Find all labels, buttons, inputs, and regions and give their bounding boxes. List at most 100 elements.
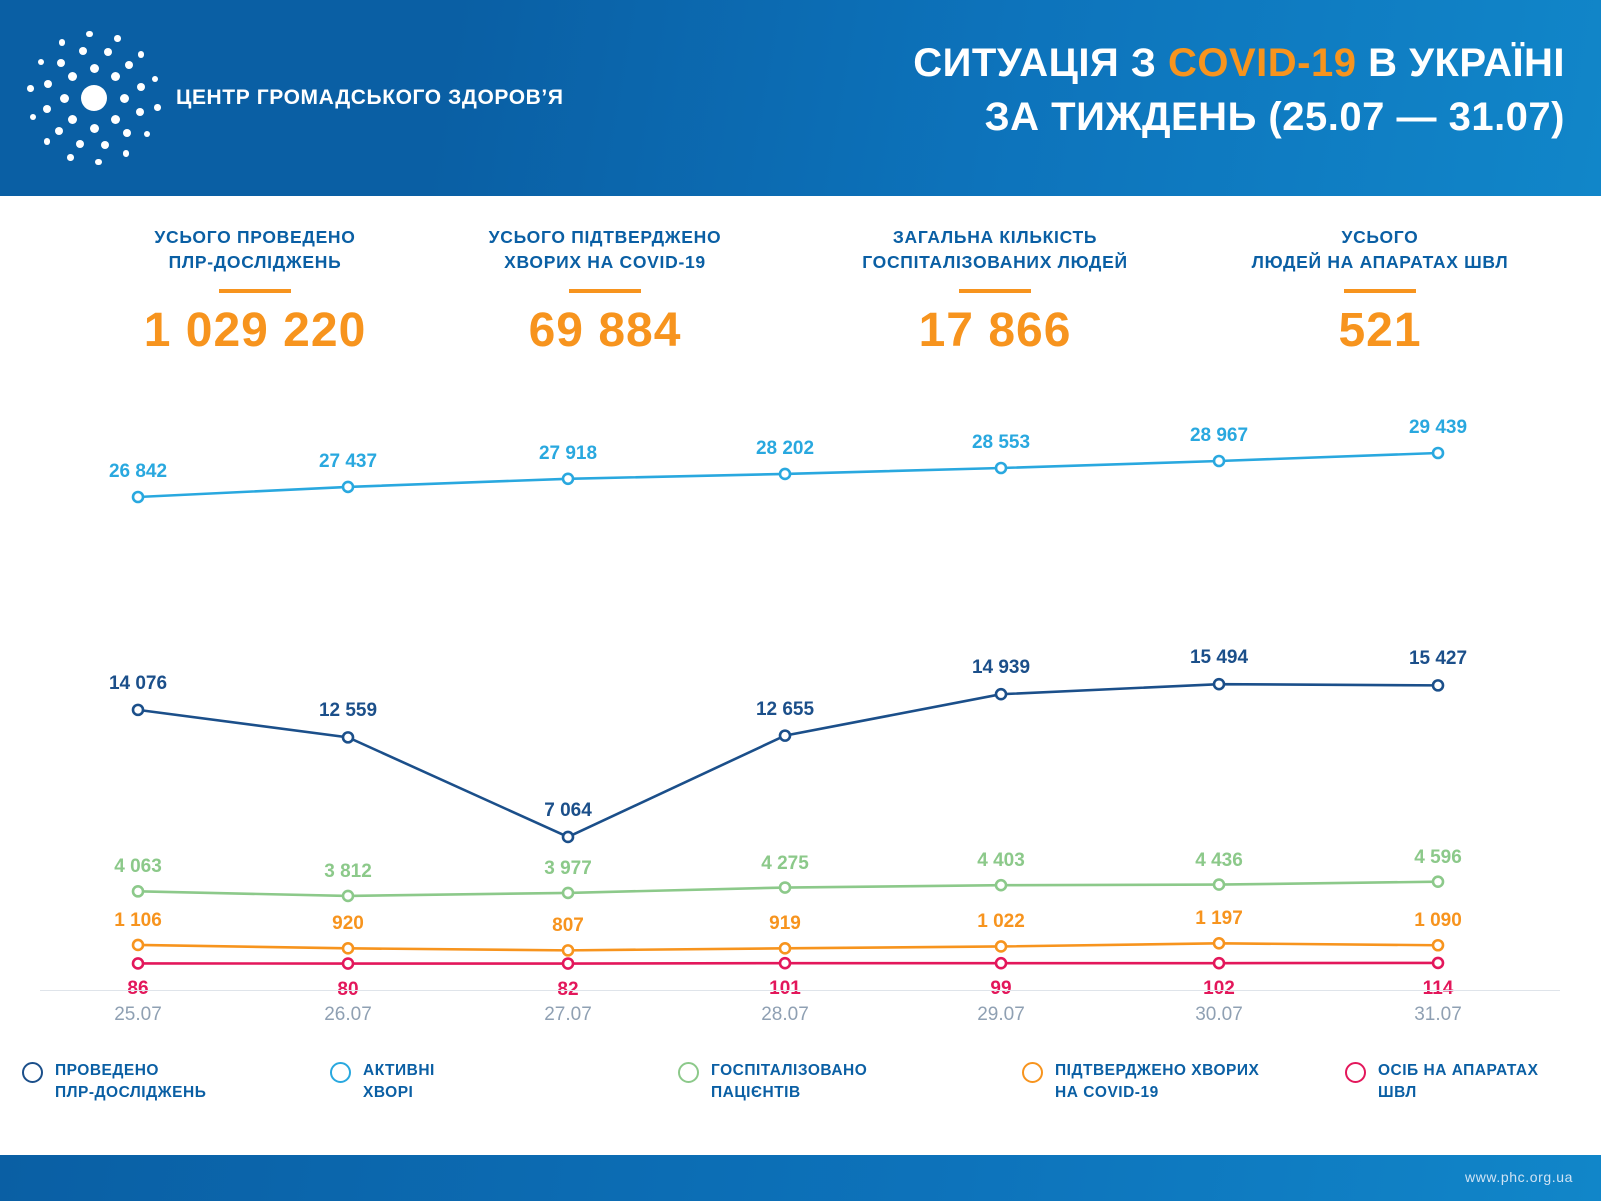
ventilator-point[interactable] (131, 957, 145, 970)
legend-item-confirmed[interactable]: ПІДТВЕРДЖЕНО ХВОРИХ НА COVID-19 (1022, 1060, 1259, 1104)
kpi-divider (1344, 289, 1416, 293)
logo-dot (122, 129, 131, 138)
x-tick-label: 26.07 (324, 1004, 372, 1025)
logo-dot (125, 61, 134, 70)
active-cases-point[interactable] (1431, 446, 1445, 460)
kpi-row: УСЬОГО ПРОВЕДЕНО ПЛР-ДОСЛІДЖЕНЬ 1 029 22… (0, 225, 1601, 405)
pcr-point[interactable] (131, 703, 145, 717)
confirmed-value-label: 920 (332, 913, 364, 935)
hospitalized-value-label: 4 403 (977, 850, 1025, 872)
logo-dot (67, 154, 74, 161)
ventilator-point[interactable] (1431, 956, 1445, 970)
hospitalized-point[interactable] (778, 881, 792, 894)
legend-item-hospitalized[interactable]: ГОСПІТАЛІЗОВАНО ПАЦІЄНТІВ (678, 1060, 867, 1104)
pcr-point[interactable] (1212, 677, 1226, 691)
hospitalized-point[interactable] (994, 878, 1008, 892)
confirmed-value-label: 919 (769, 913, 801, 935)
active-cases-point[interactable] (561, 472, 575, 486)
legend-marker-icon (22, 1062, 43, 1083)
confirmed-point[interactable] (994, 940, 1008, 953)
x-tick-label: 28.07 (761, 1004, 809, 1025)
active-cases-value-label: 28 553 (971, 432, 1031, 453)
logo-center-dot (81, 85, 107, 111)
pcr-point[interactable] (1431, 679, 1445, 692)
kpi-label: УСЬОГО ПІДТВЕРДЖЕНО ХВОРИХ НА COVID-19 (488, 227, 722, 272)
phc-logo-icon (24, 28, 164, 168)
pcr-value-label: 14 939 (971, 657, 1031, 679)
x-tick-label: 25.07 (114, 1004, 162, 1025)
logo-dot (27, 85, 34, 92)
active-cases-point[interactable] (778, 467, 792, 481)
active-cases-value-label: 29 439 (1408, 417, 1468, 438)
active-cases-point[interactable] (341, 480, 355, 494)
logo-dot (43, 104, 52, 113)
ventilator-point[interactable] (994, 956, 1008, 970)
x-axis-line (40, 990, 1560, 991)
logo-dot (58, 39, 66, 46)
pcr-point[interactable] (994, 687, 1008, 701)
pcr-point[interactable] (778, 729, 792, 742)
legend-marker-icon (1022, 1062, 1043, 1083)
confirmed-value-label: 1 090 (1414, 910, 1462, 932)
legend-item-active[interactable]: АКТИВНІ ХВОРІ (330, 1060, 435, 1104)
hospitalized-point[interactable] (341, 889, 355, 903)
ventilator-value-label: 82 (557, 978, 579, 1000)
logo-dot (37, 58, 45, 66)
logo-dot (114, 35, 121, 42)
hospitalized-point[interactable] (131, 885, 145, 898)
legend-item-pcr[interactable]: ПРОВЕДЕНО ПЛР-ДОСЛІДЖЕНЬ (22, 1060, 206, 1104)
confirmed-point[interactable] (1431, 938, 1445, 952)
kpi-divider (219, 289, 291, 293)
logo-dot (54, 126, 63, 135)
ventilator-point[interactable] (561, 957, 575, 970)
page-footer: www.phc.org.ua (0, 1155, 1601, 1201)
legend-item-ventilator[interactable]: ОСІБ НА АПАРАТАХ ШВЛ (1345, 1060, 1538, 1104)
pcr-point[interactable] (561, 830, 575, 844)
logo-dot (68, 72, 78, 82)
logo-dot (86, 30, 93, 38)
confirmed-point[interactable] (778, 942, 792, 955)
legend-label: ГОСПІТАЛІЗОВАНО ПАЦІЄНТІВ (711, 1062, 868, 1101)
logo-dot (119, 93, 129, 103)
kpi-label: УСЬОГО ЛЮДЕЙ НА АПАРАТАХ ШВЛ (1251, 227, 1509, 272)
logo-dot (100, 140, 109, 149)
pcr-value-label: 15 494 (1189, 647, 1249, 669)
logo-dot (135, 108, 144, 117)
active-cases-point[interactable] (131, 490, 145, 504)
confirmed-point[interactable] (341, 942, 355, 955)
footer-url[interactable]: www.phc.org.ua (1464, 1169, 1573, 1185)
active-cases-point[interactable] (994, 461, 1008, 475)
kpi-card-total-ventilators: УСЬОГО ЛЮДЕЙ НА АПАРАТАХ ШВЛ 521 (1180, 225, 1580, 358)
legend-marker-icon (1345, 1062, 1366, 1083)
ventilator-point[interactable] (1212, 956, 1226, 970)
confirmed-point[interactable] (561, 944, 575, 957)
title-suffix: В УКРАЇНІ (1356, 41, 1565, 85)
legend-label: ОСІБ НА АПАРАТАХ ШВЛ (1378, 1062, 1539, 1101)
legend-marker-icon (330, 1062, 351, 1083)
logo-dot (151, 75, 159, 83)
hospitalized-value-label: 3 977 (544, 857, 592, 879)
confirmed-value-label: 1 197 (1195, 908, 1243, 930)
kpi-divider (959, 289, 1031, 293)
confirmed-point[interactable] (131, 938, 145, 952)
kpi-value: 17 866 (918, 304, 1072, 357)
chart-legend: ПРОВЕДЕНО ПЛР-ДОСЛІДЖЕНЬ АКТИВНІ ХВОРІ Г… (0, 1060, 1601, 1140)
kpi-card-total-confirmed: УСЬОГО ПІДТВЕРДЖЕНО ХВОРИХ НА COVID-19 6… (390, 225, 820, 358)
page-header: ЦЕНТР ГРОМАДСЬКОГО ЗДОРОВ’Я СИТУАЦІЯ З C… (0, 0, 1601, 196)
pcr-value-label: 7 064 (544, 799, 592, 821)
ventilator-point[interactable] (778, 956, 792, 970)
ventilator-value-label: 114 (1422, 977, 1454, 999)
ventilator-point[interactable] (341, 957, 355, 970)
logo-dot (89, 63, 99, 73)
confirmed-point[interactable] (1212, 937, 1226, 950)
active-cases-point[interactable] (1212, 454, 1226, 468)
logo-dot (143, 130, 151, 138)
logo-dot (110, 72, 120, 82)
pcr-point[interactable] (341, 731, 355, 744)
legend-label: ПРОВЕДЕНО ПЛР-ДОСЛІДЖЕНЬ (55, 1062, 207, 1101)
hospitalized-point[interactable] (1431, 875, 1445, 888)
hospitalized-point[interactable] (561, 886, 575, 900)
kpi-card-total-hospitalized: ЗАГАЛЬНА КІЛЬКІСТЬ ГОСПІТАЛІЗОВАНИХ ЛЮДЕ… (775, 225, 1215, 358)
hospitalized-point[interactable] (1212, 878, 1226, 891)
active-cases-value-label: 26 842 (108, 461, 168, 482)
